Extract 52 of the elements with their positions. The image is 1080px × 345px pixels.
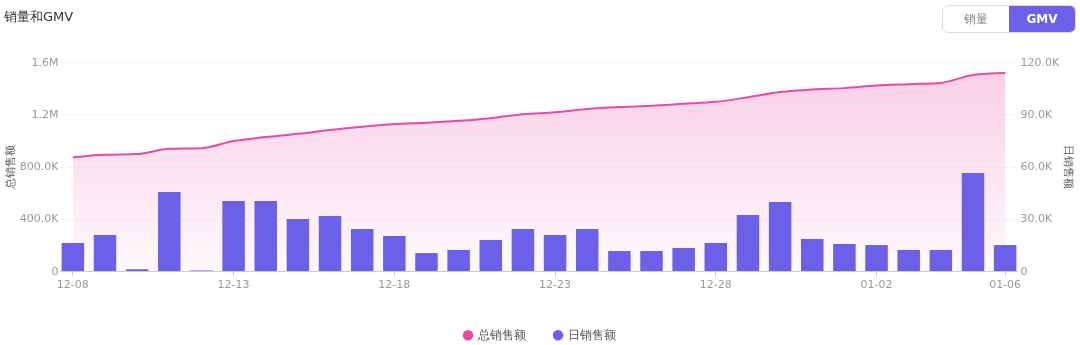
text: GMV xyxy=(1009,6,1075,32)
x-tick-label: 01-02 xyxy=(860,277,893,291)
x-tick-label: 12-13 xyxy=(217,277,250,291)
bar xyxy=(929,249,953,271)
legend-label: 总销售额 xyxy=(477,328,526,343)
x-tick-label: 12-28 xyxy=(699,277,732,291)
bar xyxy=(768,202,792,271)
bar xyxy=(801,238,824,271)
y-tick-label: 1.6M xyxy=(31,55,59,69)
bar xyxy=(575,229,599,271)
bar xyxy=(350,229,374,271)
y-tick-label: 0 xyxy=(51,264,59,278)
y2-tick-label: 90.0K xyxy=(1020,107,1053,121)
bar xyxy=(672,248,695,271)
x-tick-label: 01-06 xyxy=(989,277,1022,291)
bar xyxy=(608,250,631,271)
bar xyxy=(222,200,245,271)
bar xyxy=(318,215,342,271)
y-tick-label: 400.0K xyxy=(19,212,60,226)
bar xyxy=(158,191,181,271)
bar xyxy=(833,244,856,271)
y2-tick-label: 120.0K xyxy=(1020,55,1060,69)
bar xyxy=(479,240,503,271)
bar xyxy=(383,235,406,271)
y-axis-title: 总销售额 xyxy=(3,145,17,190)
legend-label: 日销售额 xyxy=(568,328,616,343)
bar xyxy=(640,250,663,271)
bar xyxy=(511,229,535,271)
bar xyxy=(961,172,985,271)
bar xyxy=(543,234,567,271)
x-tick-label: 12-23 xyxy=(539,277,572,291)
y2-tick-label: 0 xyxy=(1020,264,1028,278)
bar xyxy=(415,253,438,271)
y2-tick-label: 60.0K xyxy=(1020,160,1053,173)
bar xyxy=(61,242,85,271)
bar xyxy=(93,234,117,271)
bar xyxy=(865,245,888,271)
y-tick-label: 1.2M xyxy=(31,107,59,121)
y-tick-label: 800.0K xyxy=(19,160,60,173)
chart-title: 销量和GMV xyxy=(4,8,74,26)
bar xyxy=(447,249,470,271)
x-tick-label: 12-08 xyxy=(56,277,89,291)
bar xyxy=(254,200,277,271)
bar xyxy=(704,242,728,271)
bar xyxy=(736,215,760,271)
text: 销量 xyxy=(963,11,989,28)
bar xyxy=(897,249,920,271)
x-tick-label: 12-18 xyxy=(378,277,411,291)
y2-tick-label: 30.0K xyxy=(1020,212,1053,226)
bar xyxy=(993,245,1017,271)
y2-axis-title: 日销售额 xyxy=(1062,145,1076,189)
bar xyxy=(286,218,310,271)
